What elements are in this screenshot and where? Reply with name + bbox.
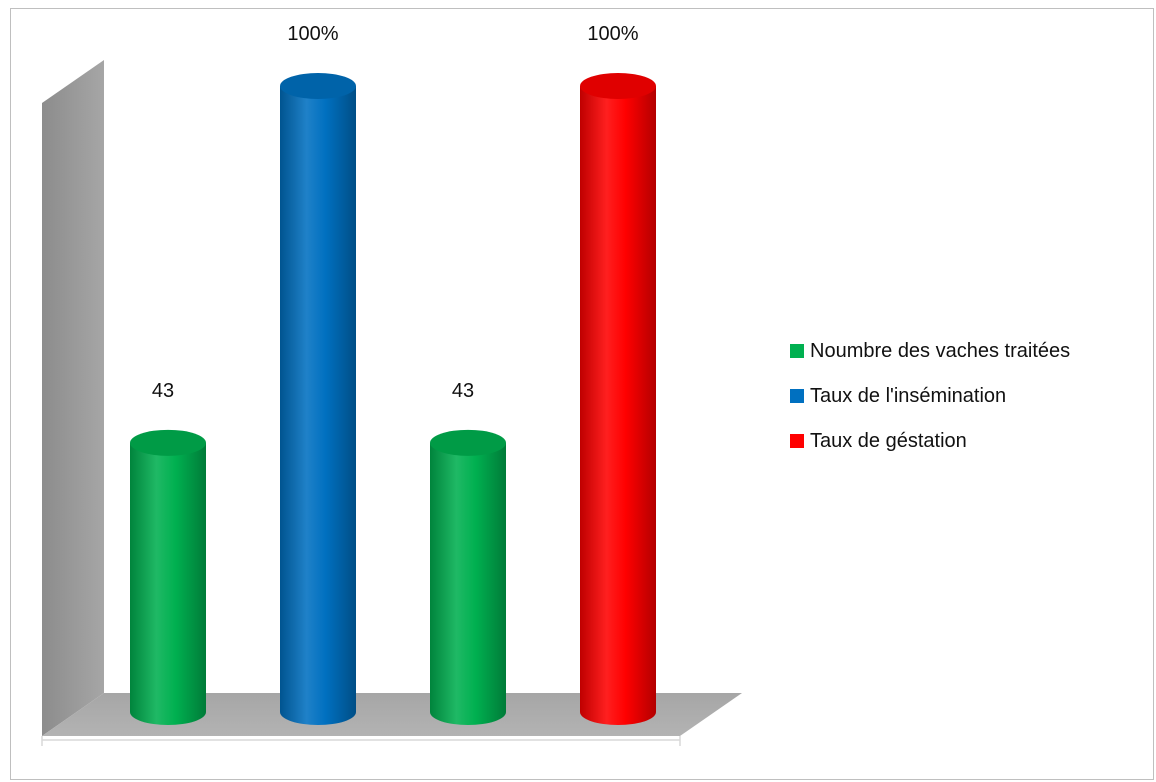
- data-label: 100%: [587, 23, 638, 45]
- legend-label: Taux de géstation: [810, 429, 967, 452]
- bars-layer: 43 100% 43 100%: [130, 23, 656, 725]
- data-label: 43: [452, 380, 474, 402]
- data-label: 100%: [287, 23, 338, 45]
- bar-top: [280, 73, 356, 99]
- bar-cylinder: [430, 429, 506, 725]
- legend-swatch: [790, 389, 804, 403]
- legend-label: Taux de l'insémination: [810, 384, 1007, 407]
- bar-cylinder: [130, 429, 206, 725]
- bar-cylinder: [280, 73, 356, 725]
- bar-cylinder: [580, 73, 656, 725]
- bar-body: [280, 86, 356, 725]
- legend: Noumbre des vaches traitées Taux de l'in…: [790, 338, 1070, 473]
- legend-item: Taux de géstation: [790, 428, 1070, 454]
- bar-top: [130, 429, 206, 456]
- bar-top: [580, 73, 656, 99]
- floor: [42, 693, 742, 736]
- legend-item: Noumbre des vaches traitées: [790, 338, 1070, 364]
- back-wall: [42, 60, 104, 736]
- bar-body: [580, 86, 656, 725]
- legend-label: Noumbre des vaches traitées: [810, 339, 1071, 362]
- bar-top: [430, 429, 506, 456]
- data-label: 43: [152, 380, 174, 402]
- legend-swatch: [790, 434, 804, 448]
- legend-swatch: [790, 344, 804, 358]
- legend-item: Taux de l'insémination: [790, 383, 1070, 409]
- bar-body: [130, 442, 206, 725]
- bar-body: [430, 442, 506, 725]
